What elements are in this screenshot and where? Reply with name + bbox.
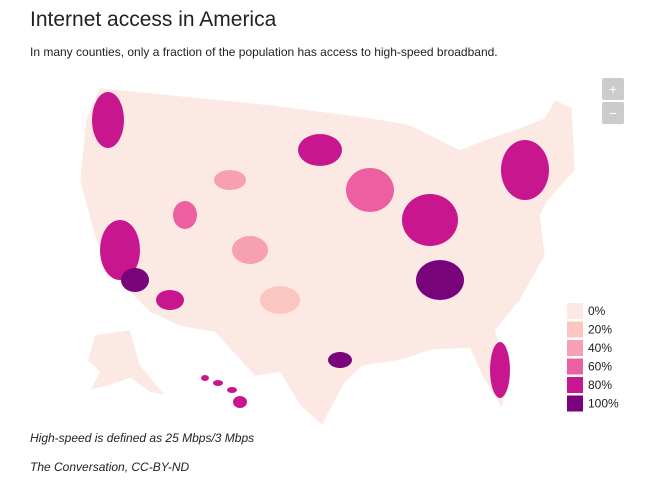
patch bbox=[232, 236, 268, 264]
island bbox=[213, 380, 223, 386]
subtitle: In many counties, only a fraction of the… bbox=[30, 45, 498, 59]
alaska bbox=[87, 329, 166, 396]
title: Internet access in America bbox=[30, 8, 277, 31]
island bbox=[233, 396, 247, 408]
patch bbox=[346, 168, 394, 212]
source: The Conversation, CC-BY-ND bbox=[30, 460, 190, 474]
patch bbox=[173, 201, 197, 229]
legend-swatch bbox=[567, 358, 583, 375]
patch bbox=[490, 342, 510, 398]
patch bbox=[328, 352, 352, 368]
hawaii bbox=[201, 375, 247, 408]
us-map bbox=[79, 87, 576, 426]
legend-swatch bbox=[567, 395, 583, 412]
legend: 0% 20% 40% 60% 80% 100% bbox=[567, 303, 619, 412]
patch bbox=[156, 290, 184, 310]
legend-label: 80% bbox=[588, 378, 612, 392]
legend-label: 40% bbox=[588, 341, 612, 355]
patch bbox=[100, 220, 140, 280]
patch bbox=[260, 286, 300, 314]
footnote: High-speed is defined as 25 Mbps/3 Mbps bbox=[30, 431, 255, 445]
legend-swatch bbox=[567, 303, 583, 319]
patch bbox=[214, 170, 246, 190]
legend-label: 100% bbox=[588, 397, 619, 411]
legend-swatch bbox=[567, 377, 583, 393]
legend-label: 20% bbox=[588, 323, 612, 337]
island bbox=[227, 387, 237, 393]
zoom-in[interactable]: + bbox=[602, 78, 624, 100]
legend-swatch bbox=[567, 321, 583, 338]
legend-label: 60% bbox=[588, 360, 612, 374]
county-patches bbox=[92, 92, 549, 398]
patch bbox=[416, 260, 464, 300]
legend-label: 0% bbox=[588, 304, 606, 318]
patch bbox=[402, 194, 458, 246]
patch bbox=[298, 134, 342, 166]
patch bbox=[92, 92, 124, 148]
island bbox=[201, 375, 209, 381]
patch bbox=[121, 268, 149, 292]
patch bbox=[501, 140, 549, 200]
zoom-out[interactable]: − bbox=[602, 102, 624, 124]
legend-swatch bbox=[567, 340, 583, 356]
